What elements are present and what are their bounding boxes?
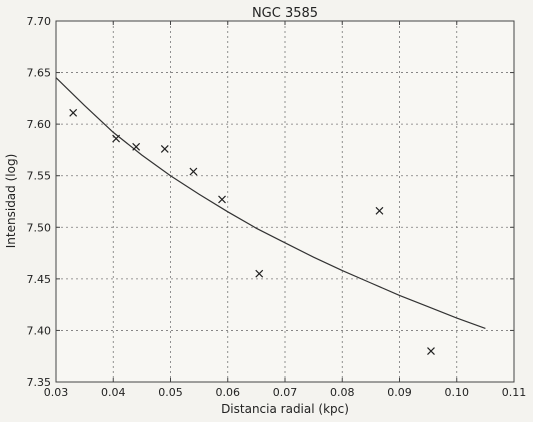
- y-tick-label: 7.35: [27, 376, 52, 389]
- y-axis-label: Intensidad (log): [4, 154, 18, 248]
- data-markers: [69, 108, 435, 355]
- data-point-marker: [255, 269, 264, 278]
- x-tick-label: 0.09: [387, 386, 412, 399]
- y-tick-label: 7.70: [27, 15, 52, 28]
- data-point-marker: [112, 134, 121, 143]
- x-tick-label: 0.05: [158, 386, 183, 399]
- y-tick-label: 7.65: [27, 67, 52, 80]
- x-tick-label: 0.04: [101, 386, 126, 399]
- x-tick-label: 0.03: [44, 386, 69, 399]
- tick-marks: [55, 20, 515, 383]
- x-tick-label: 0.06: [216, 386, 241, 399]
- x-tick-label: 0.07: [273, 386, 298, 399]
- y-tick-labels: 7.35 7.40 7.45 7.50 7.55 7.60 7.65 7.70: [27, 15, 52, 389]
- x-tick-label: 0.08: [330, 386, 355, 399]
- data-point-marker: [427, 347, 435, 355]
- y-tick-label: 7.60: [27, 118, 52, 131]
- x-tick-label: 0.11: [502, 386, 527, 399]
- data-point-marker: [132, 142, 141, 151]
- fit-line: [55, 77, 486, 329]
- y-tick-label: 7.40: [27, 324, 52, 337]
- y-tick-label: 7.45: [27, 273, 52, 286]
- data-point-marker: [218, 195, 226, 204]
- data-point-marker: [160, 144, 169, 153]
- chart-title: NGC 3585: [252, 6, 318, 21]
- y-tick-label: 7.50: [27, 221, 52, 234]
- data-point-marker: [375, 206, 384, 215]
- data-point-marker: [69, 108, 78, 117]
- x-tick-label: 0.10: [445, 386, 470, 399]
- grid: [56, 21, 514, 382]
- x-axis-label: Distancia radial (kpc): [221, 402, 349, 416]
- x-tick-labels: 0.03 0.04 0.05 0.06 0.07 0.08 0.09 0.10 0.11: [44, 386, 527, 399]
- y-tick-label: 7.55: [27, 170, 52, 183]
- data-point-marker: [189, 167, 198, 176]
